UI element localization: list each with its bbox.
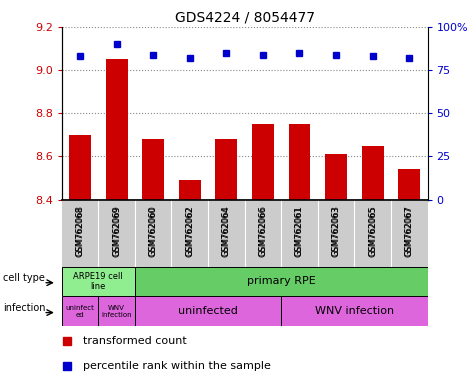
Text: GSM762066: GSM762066 bbox=[258, 205, 267, 256]
FancyBboxPatch shape bbox=[135, 296, 281, 326]
Bar bbox=[252, 124, 274, 200]
Text: WNV infection: WNV infection bbox=[315, 306, 394, 316]
Bar bbox=[325, 154, 347, 200]
Bar bbox=[361, 146, 384, 200]
Title: GDS4224 / 8054477: GDS4224 / 8054477 bbox=[175, 10, 314, 24]
Text: uninfected: uninfected bbox=[178, 306, 238, 316]
Bar bbox=[69, 135, 91, 200]
FancyBboxPatch shape bbox=[135, 267, 428, 296]
Bar bbox=[142, 139, 164, 200]
Text: GSM762062: GSM762062 bbox=[185, 207, 194, 257]
Text: GSM762062: GSM762062 bbox=[185, 205, 194, 256]
Text: GSM762069: GSM762069 bbox=[112, 207, 121, 257]
Text: GSM762066: GSM762066 bbox=[258, 207, 267, 257]
Text: GSM762060: GSM762060 bbox=[149, 205, 158, 256]
Text: ARPE19 cell
line: ARPE19 cell line bbox=[74, 271, 123, 291]
Text: GSM762065: GSM762065 bbox=[368, 205, 377, 256]
FancyBboxPatch shape bbox=[98, 296, 135, 326]
Text: GSM762065: GSM762065 bbox=[368, 207, 377, 257]
Bar bbox=[105, 59, 128, 200]
Text: WNV
infection: WNV infection bbox=[101, 305, 132, 318]
Text: infection: infection bbox=[3, 303, 46, 313]
Text: GSM762063: GSM762063 bbox=[332, 205, 341, 256]
Bar bbox=[215, 139, 238, 200]
Text: GSM762064: GSM762064 bbox=[222, 207, 231, 257]
Bar bbox=[288, 124, 311, 200]
Text: GSM762068: GSM762068 bbox=[76, 207, 85, 257]
Text: GSM762067: GSM762067 bbox=[405, 207, 414, 257]
Text: percentile rank within the sample: percentile rank within the sample bbox=[83, 361, 271, 371]
FancyBboxPatch shape bbox=[62, 267, 135, 296]
Text: cell type: cell type bbox=[3, 273, 45, 283]
Text: GSM762067: GSM762067 bbox=[405, 205, 414, 256]
Text: GSM762069: GSM762069 bbox=[112, 205, 121, 256]
Text: GSM762060: GSM762060 bbox=[149, 207, 158, 257]
Text: GSM762064: GSM762064 bbox=[222, 205, 231, 256]
Text: transformed count: transformed count bbox=[83, 336, 187, 346]
Text: primary RPE: primary RPE bbox=[247, 276, 315, 286]
Bar bbox=[398, 169, 420, 200]
Text: GSM762068: GSM762068 bbox=[76, 205, 85, 256]
Text: GSM762061: GSM762061 bbox=[295, 207, 304, 257]
Text: uninfect
ed: uninfect ed bbox=[66, 305, 95, 318]
Text: GSM762063: GSM762063 bbox=[332, 207, 341, 257]
FancyBboxPatch shape bbox=[281, 296, 428, 326]
FancyBboxPatch shape bbox=[62, 296, 98, 326]
Bar bbox=[179, 180, 201, 200]
Text: GSM762061: GSM762061 bbox=[295, 205, 304, 256]
